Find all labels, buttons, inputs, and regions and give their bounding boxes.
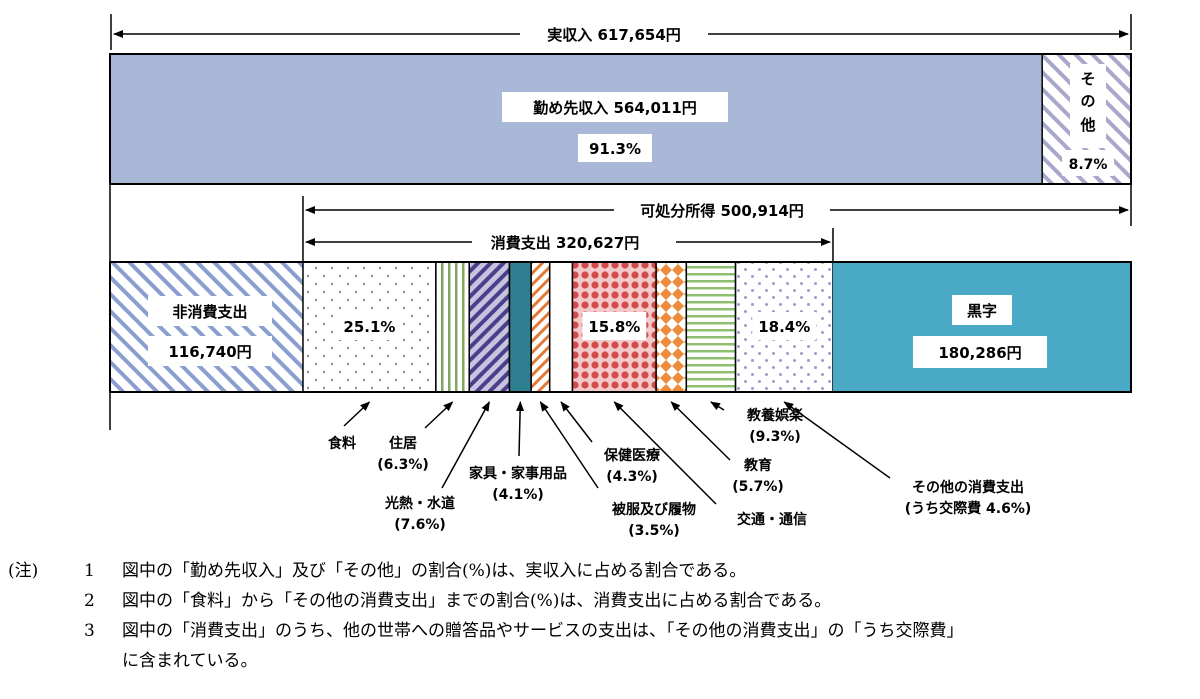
- surplus-segment: [832, 262, 1131, 392]
- callout-label-utilities: 光熱・水道: [384, 495, 455, 512]
- callout-label-recreation: (9.3%): [749, 429, 801, 445]
- callout-arrow-utilities: [441, 401, 491, 489]
- callout-label-education: (5.7%): [732, 479, 784, 495]
- callout-label-food: 食料: [328, 435, 356, 452]
- other-income-char-2: の: [1080, 92, 1095, 110]
- notes-prefix: (注): [8, 561, 39, 581]
- income-bar: 勤め先収入 564,011円 91.3% そ の 他 8.7%: [109, 53, 1132, 185]
- household-budget-diagram: 実収入 617,654円 勤め先収入 564,011円 91.3% そ の 他 …: [109, 14, 1132, 539]
- category-percent-other_consumption: 18.4%: [758, 318, 810, 336]
- note-text: に含まれている。: [122, 651, 258, 671]
- callout-label-medical: (4.3%): [606, 469, 658, 485]
- note-number: 2: [84, 591, 95, 611]
- note-item: 2 図中の「食料」から「その他の消費支出」までの割合(%)は、消費支出に占める割…: [0, 586, 1200, 616]
- income-total-label: 実収入 617,654円: [547, 26, 681, 44]
- category-segment-utilities: [468, 261, 511, 393]
- callout-arrow-medical: [560, 401, 593, 443]
- non-consumption-amount: 116,740円: [168, 343, 251, 361]
- callout-arrow-education: [670, 401, 731, 461]
- other-income-percent: 8.7%: [1069, 157, 1108, 173]
- callout-arrow-recreation: [710, 401, 725, 411]
- callout-label-other_consumption: その他の消費支出: [912, 479, 1024, 496]
- note-number: 3: [84, 621, 95, 641]
- disposable-income-label: 可処分所得 500,914円: [640, 202, 804, 220]
- callout-label-transport: 交通・通信: [737, 511, 807, 528]
- callout-arrow-other_consumption: [783, 401, 891, 479]
- surplus-amount: 180,286円: [938, 344, 1021, 362]
- category-percent-transport: 15.8%: [588, 318, 640, 336]
- category-percent-food: 25.1%: [343, 318, 395, 336]
- category-segment-furniture: [508, 261, 532, 393]
- callout-label-clothing: (3.5%): [628, 523, 680, 539]
- callout-label-furniture: (4.1%): [492, 487, 544, 503]
- disposable-income-span: 可処分所得 500,914円: [302, 184, 1132, 262]
- callout-arrow-food: [343, 401, 371, 427]
- callout-arrow-furniture: [516, 401, 525, 457]
- callout-label-furniture: 家具・家事用品: [469, 465, 567, 482]
- note-text: 図中の「消費支出」のうち、他の世帯への贈答品やサービスの支出は、「その他の消費支…: [122, 621, 964, 641]
- non-consumption-label: 非消費支出: [172, 303, 247, 321]
- callout-label-housing: 住居: [389, 435, 417, 452]
- category-callouts: 食料 住居 (6.3%) 光熱・水道 (7.6%) 家具・家事用品 (4.1%) 被服及び履物…: [328, 401, 1032, 539]
- callout-label-recreation: 教養娯楽: [747, 407, 804, 424]
- surplus-label: 黒字: [967, 302, 997, 320]
- callout-label-medical: 保健医療: [603, 447, 661, 464]
- callout-label-clothing: 被服及び履物: [612, 501, 696, 518]
- callout-arrow-clothing: [539, 401, 599, 489]
- other-income-char-3: 他: [1079, 116, 1095, 134]
- callout-label-other_consumption: (うち交際費 4.6%): [905, 500, 1032, 517]
- note-text: 図中の「勤め先収入」及び「その他」の割合(%)は、実収入に占める割合である。: [122, 561, 747, 581]
- category-segment-clothing: [530, 261, 551, 393]
- note-item: (注) 1 図中の「勤め先収入」及び「その他」の割合(%)は、実収入に占める割合…: [0, 556, 1200, 586]
- category-segment-education: [655, 261, 688, 393]
- income-span: 実収入 617,654円: [110, 14, 1132, 50]
- category-segment-medical: [548, 261, 574, 393]
- note-item: に含まれている。: [0, 646, 1200, 676]
- category-segment-recreation: [685, 261, 737, 393]
- notes-section: (注) 1 図中の「勤め先収入」及び「その他」の割合(%)は、実収入に占める割合…: [0, 556, 1200, 676]
- non-consumption-segment: [110, 262, 303, 392]
- expenditure-bar: 25.1% 15.8% 18.4% 非消費支出 116,740円 黒字 180,28…: [109, 261, 1132, 430]
- consumption-label: 消費支出 320,627円: [491, 234, 640, 252]
- callout-label-housing: (6.3%): [377, 457, 429, 473]
- wages-percent: 91.3%: [589, 140, 641, 158]
- category-segment-housing: [435, 261, 470, 393]
- consumption-span: 消費支出 320,627円: [304, 228, 834, 262]
- note-item: 3 図中の「消費支出」のうち、他の世帯への贈答品やサービスの支出は、「その他の消…: [0, 616, 1200, 646]
- callout-arrow-transport: [613, 401, 717, 505]
- callout-label-education: 教育: [744, 457, 772, 474]
- note-text: 図中の「食料」から「その他の消費支出」までの割合(%)は、消費支出に占める割合で…: [122, 591, 832, 611]
- wages-label: 勤め先収入 564,011円: [533, 99, 697, 117]
- callout-label-utilities: (7.6%): [394, 517, 446, 533]
- note-number: 1: [84, 561, 95, 581]
- callout-arrow-housing: [424, 401, 454, 429]
- other-income-char-1: そ: [1080, 70, 1095, 88]
